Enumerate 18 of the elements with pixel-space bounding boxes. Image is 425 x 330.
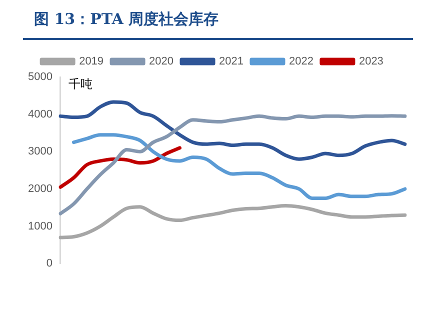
y-axis-title: 千吨 — [68, 77, 92, 92]
legend-label: 2023 — [358, 56, 384, 68]
y-tick-label: 5000 — [28, 71, 52, 84]
legend-label: 2022 — [288, 56, 314, 68]
legend-label: 2021 — [219, 56, 244, 68]
line-series — [72, 133, 407, 200]
y-tick-label: 3000 — [28, 146, 52, 158]
line-series — [58, 114, 407, 216]
y-tick-label: 1000 — [28, 220, 52, 232]
legend-label: 2020 — [149, 56, 174, 68]
legend-label: 2019 — [79, 56, 104, 68]
y-tick-label: 0 — [46, 258, 52, 270]
line-series — [58, 100, 407, 161]
line-series — [58, 146, 182, 189]
y-tick-label: 4000 — [28, 108, 52, 120]
y-tick-label: 2000 — [28, 182, 52, 195]
chart-title: 图 13：PTA 周度社会库存 — [34, 10, 219, 29]
line-series — [58, 204, 407, 240]
